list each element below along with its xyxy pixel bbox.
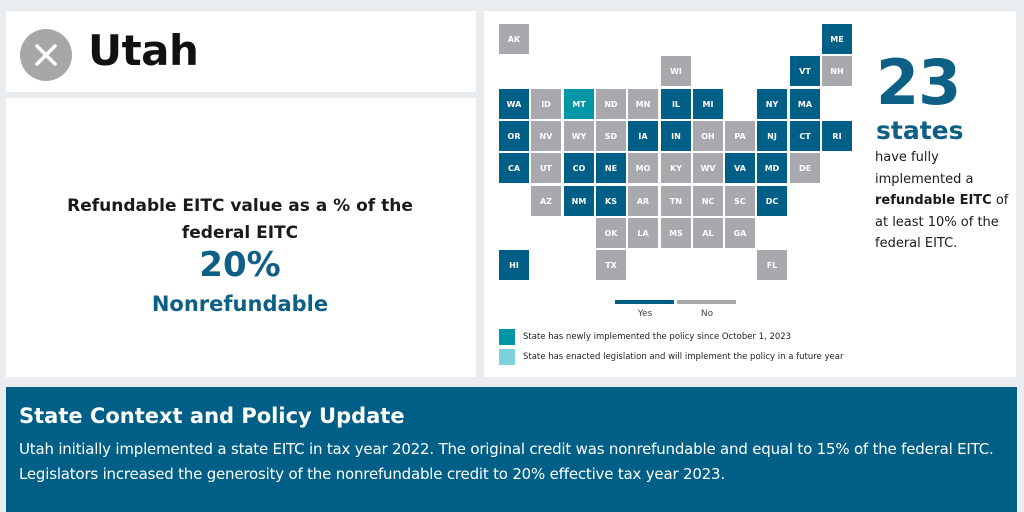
state-title-card <box>6 11 476 92</box>
state-tile-il[interactable]: IL <box>661 89 691 119</box>
state-tile-ky[interactable]: KY <box>661 153 691 183</box>
stat-desc-bold: refundable EITC <box>875 193 992 208</box>
metric-label: Refundable EITC value as a % of the fede… <box>67 196 413 243</box>
state-tile-nj[interactable]: NJ <box>757 121 787 151</box>
state-tile-ks[interactable]: KS <box>596 186 626 216</box>
state-tile-wv[interactable]: WV <box>693 153 723 183</box>
state-tile-vt[interactable]: VT <box>790 56 820 86</box>
legend-newly-implemented-swatch <box>499 329 515 345</box>
state-tile-sc[interactable]: SC <box>725 186 755 216</box>
legend-future-year-label: State has enacted legislation and will i… <box>523 352 844 362</box>
state-tile-ms[interactable]: MS <box>661 218 691 248</box>
state-tile-de[interactable]: DE <box>790 153 820 183</box>
state-tile-id[interactable]: ID <box>531 89 561 119</box>
state-tile-al[interactable]: AL <box>693 218 723 248</box>
legend-newly-implemented-label: State has newly implemented the policy s… <box>523 332 792 342</box>
state-tile-ga[interactable]: GA <box>725 218 755 248</box>
state-tile-co[interactable]: CO <box>564 153 594 183</box>
state-tile-mi[interactable]: MI <box>693 89 723 119</box>
state-tile-dc[interactable]: DC <box>757 186 787 216</box>
stat-desc-after: of at least 10% of the federal EITC. <box>875 193 1009 251</box>
metric-type: Nonrefundable <box>151 292 329 316</box>
legend-yes-bar <box>615 300 674 304</box>
state-tile-la[interactable]: LA <box>628 218 658 248</box>
state-tile-ut[interactable]: UT <box>531 153 561 183</box>
state-tile-wy[interactable]: WY <box>564 121 594 151</box>
state-tile-wi[interactable]: WI <box>661 56 691 86</box>
legend-yes-label: Yes <box>637 309 653 319</box>
state-tile-ia[interactable]: IA <box>628 121 658 151</box>
policy-update-heading: State Context and Policy Update <box>19 404 405 428</box>
state-tile-or[interactable]: OR <box>499 121 529 151</box>
state-tile-nv[interactable]: NV <box>531 121 561 151</box>
state-tile-nm[interactable]: NM <box>564 186 594 216</box>
metric-card <box>6 98 476 377</box>
state-tile-ma[interactable]: MA <box>790 89 820 119</box>
state-tile-va[interactable]: VA <box>725 153 755 183</box>
state-tile-ok[interactable]: OK <box>596 218 626 248</box>
legend-no-label: No <box>700 309 714 319</box>
state-tile-nd[interactable]: ND <box>596 89 626 119</box>
state-tile-az[interactable]: AZ <box>531 186 561 216</box>
states-count: 23 <box>876 46 961 119</box>
state-tile-tn[interactable]: TN <box>661 186 691 216</box>
state-tile-me[interactable]: ME <box>822 24 852 54</box>
metric-value: 20% <box>199 245 281 285</box>
state-tile-md[interactable]: MD <box>757 153 787 183</box>
state-tile-nc[interactable]: NC <box>693 186 723 216</box>
state-tile-fl[interactable]: FL <box>757 250 787 280</box>
state-tile-wa[interactable]: WA <box>499 89 529 119</box>
policy-update-body: Utah initially implemented a state EITC … <box>19 440 994 483</box>
state-tile-ak[interactable]: AK <box>499 24 529 54</box>
states-unit: states <box>876 116 964 145</box>
state-tile-oh[interactable]: OH <box>693 121 723 151</box>
state-tile-ne[interactable]: NE <box>596 153 626 183</box>
state-tile-pa[interactable]: PA <box>725 121 755 151</box>
state-tile-hi[interactable]: HI <box>499 250 529 280</box>
state-tile-mt[interactable]: MT <box>564 89 594 119</box>
x-circle-icon <box>20 29 72 81</box>
state-tile-nh[interactable]: NH <box>822 56 852 86</box>
policy-update-banner <box>6 387 1017 512</box>
state-tile-sd[interactable]: SD <box>596 121 626 151</box>
state-tile-ca[interactable]: CA <box>499 153 529 183</box>
state-tile-mn[interactable]: MN <box>628 89 658 119</box>
stat-desc-before: have fully implemented a <box>875 150 974 187</box>
legend-future-year-swatch <box>499 349 515 365</box>
state-tile-tx[interactable]: TX <box>596 250 626 280</box>
state-tile-ny[interactable]: NY <box>757 89 787 119</box>
stat-description: have fully implemented a refundable EITC… <box>875 147 1010 255</box>
state-tile-in[interactable]: IN <box>661 121 691 151</box>
state-tile-ct[interactable]: CT <box>790 121 820 151</box>
state-tile-mo[interactable]: MO <box>628 153 658 183</box>
legend-no-bar <box>677 300 736 304</box>
state-tile-ar[interactable]: AR <box>628 186 658 216</box>
state-tile-ri[interactable]: RI <box>822 121 852 151</box>
state-name: Utah <box>88 26 199 75</box>
